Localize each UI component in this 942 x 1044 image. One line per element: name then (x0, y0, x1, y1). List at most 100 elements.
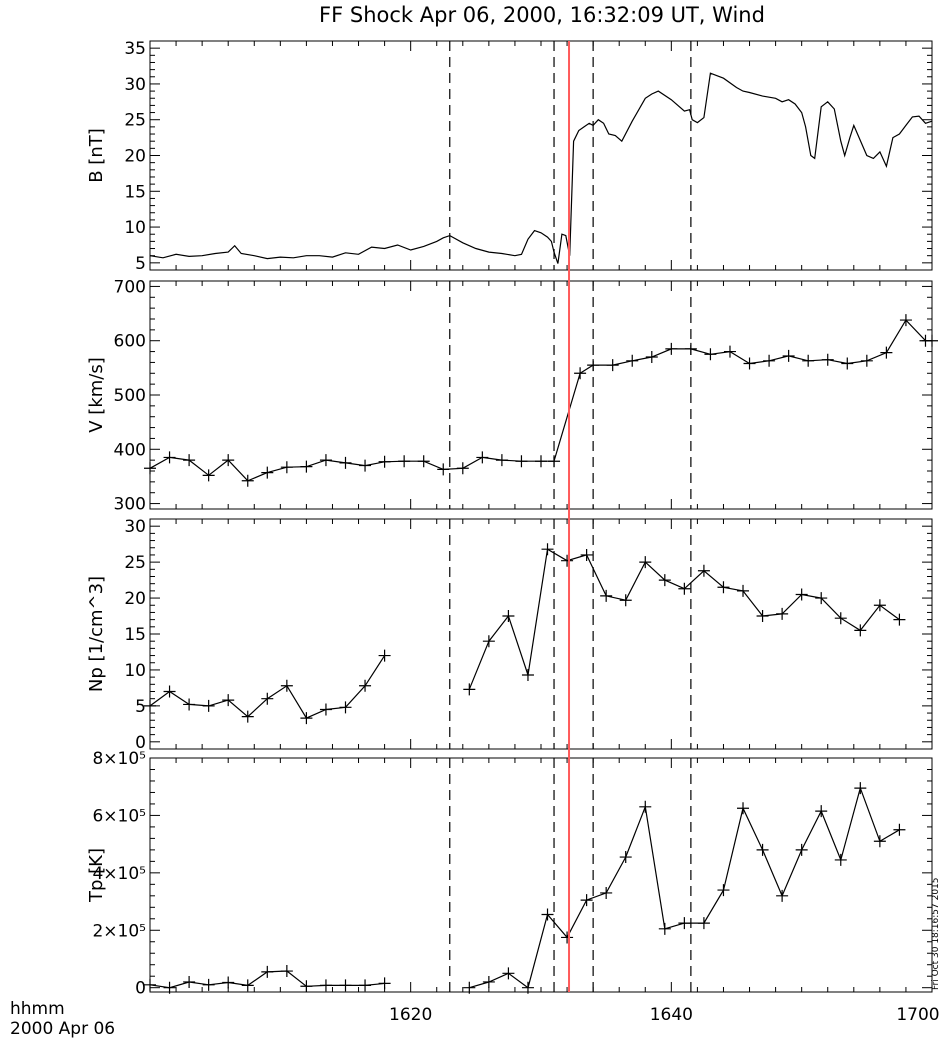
data-point (619, 594, 632, 607)
series-line-np-0 (149, 655, 386, 719)
data-point (241, 710, 254, 723)
data-point (776, 889, 789, 902)
data-point (574, 367, 587, 380)
data-point (763, 354, 776, 367)
data-point (378, 977, 391, 990)
data-point (261, 692, 274, 705)
data-point (841, 357, 854, 370)
data-point (606, 359, 619, 372)
data-point (280, 679, 293, 692)
y-axis-label: Tp [K] (86, 848, 107, 903)
data-point (743, 357, 756, 370)
x-tick-label: 1620 (389, 1005, 432, 1025)
data-point (163, 451, 176, 464)
time-unit-label: hhmm (10, 999, 65, 1019)
data-point (339, 979, 352, 992)
panel-np: 0 5 10 15 20 25 30 Np [1/cm^3] (86, 517, 933, 753)
panel-v: 300 400 500 600 700 V [km/s] (86, 277, 938, 515)
data-point (776, 607, 789, 620)
data-point (417, 455, 430, 468)
data-point (261, 965, 274, 978)
data-point (756, 610, 769, 623)
y-tick-label: 5 (135, 254, 146, 274)
data-point (815, 592, 828, 605)
data-point (319, 979, 332, 992)
data-point (280, 461, 293, 474)
data-point (300, 460, 313, 473)
y-tick-label: 20 (124, 589, 146, 609)
series-line-tp-1 (469, 786, 900, 989)
data-point (580, 894, 593, 907)
data-point (482, 635, 495, 648)
data-point (144, 699, 156, 712)
data-point (860, 354, 873, 367)
data-point (541, 908, 554, 921)
data-point (202, 699, 215, 712)
data-point (795, 588, 808, 601)
data-point (802, 354, 815, 367)
data-point (756, 843, 769, 856)
panel-frame (149, 757, 933, 993)
data-point (665, 342, 678, 355)
data-point (834, 853, 847, 866)
data-point (834, 612, 847, 625)
y-tick-label: 15 (124, 182, 146, 202)
data-point (515, 455, 528, 468)
data-point (359, 679, 372, 692)
data-point (202, 978, 215, 991)
data-point (678, 917, 691, 930)
x-tick-label: 1700 (896, 1005, 939, 1025)
y-axis-label: B [nT] (86, 128, 107, 183)
data-point (163, 981, 176, 994)
y-tick-label: 20 (124, 147, 146, 167)
data-point (241, 474, 254, 487)
data-point (619, 851, 632, 864)
data-point (639, 556, 652, 569)
data-point (463, 683, 476, 696)
y-tick-label: 6×10⁵ (92, 806, 146, 826)
data-point (782, 349, 795, 362)
data-point (521, 668, 534, 681)
data-point (378, 455, 391, 468)
y-tick-label: 30 (124, 75, 146, 95)
data-point (815, 805, 828, 818)
y-tick-label: 2×10⁵ (92, 921, 146, 941)
data-point (319, 454, 332, 467)
data-point (183, 975, 196, 988)
data-point (717, 581, 730, 594)
data-point (476, 451, 489, 464)
data-point (658, 922, 671, 935)
y-tick-label: 300 (114, 495, 146, 515)
y-tick-label: 30 (124, 517, 146, 537)
series-line-np-1 (468, 548, 900, 690)
data-point (580, 548, 593, 561)
data-point (495, 454, 508, 467)
y-tick-label: 15 (124, 625, 146, 645)
timestamp: Fri Oct 30 18:16:57 2015 (931, 877, 941, 990)
data-point (222, 976, 235, 989)
y-tick-label: 500 (114, 386, 146, 406)
data-point (463, 981, 476, 994)
data-point (697, 564, 710, 577)
data-point (854, 782, 867, 795)
data-point (300, 980, 313, 993)
data-point (183, 454, 196, 467)
data-point (502, 967, 515, 980)
y-tick-label: 4×10⁵ (92, 864, 146, 884)
y-tick-label: 400 (114, 440, 146, 460)
data-point (737, 802, 750, 815)
y-axis-label: V [km/s] (86, 357, 107, 432)
data-point (873, 835, 886, 848)
y-tick-label: 600 (114, 332, 146, 352)
data-point (222, 454, 235, 467)
data-point (241, 979, 254, 992)
data-point (202, 469, 215, 482)
x-tick-label: 1640 (650, 1005, 693, 1025)
data-point (926, 334, 938, 347)
data-point (893, 823, 906, 836)
data-point (697, 917, 710, 930)
data-point (541, 543, 554, 556)
data-point (482, 975, 495, 988)
y-tick-label: 8×10⁵ (92, 749, 146, 769)
